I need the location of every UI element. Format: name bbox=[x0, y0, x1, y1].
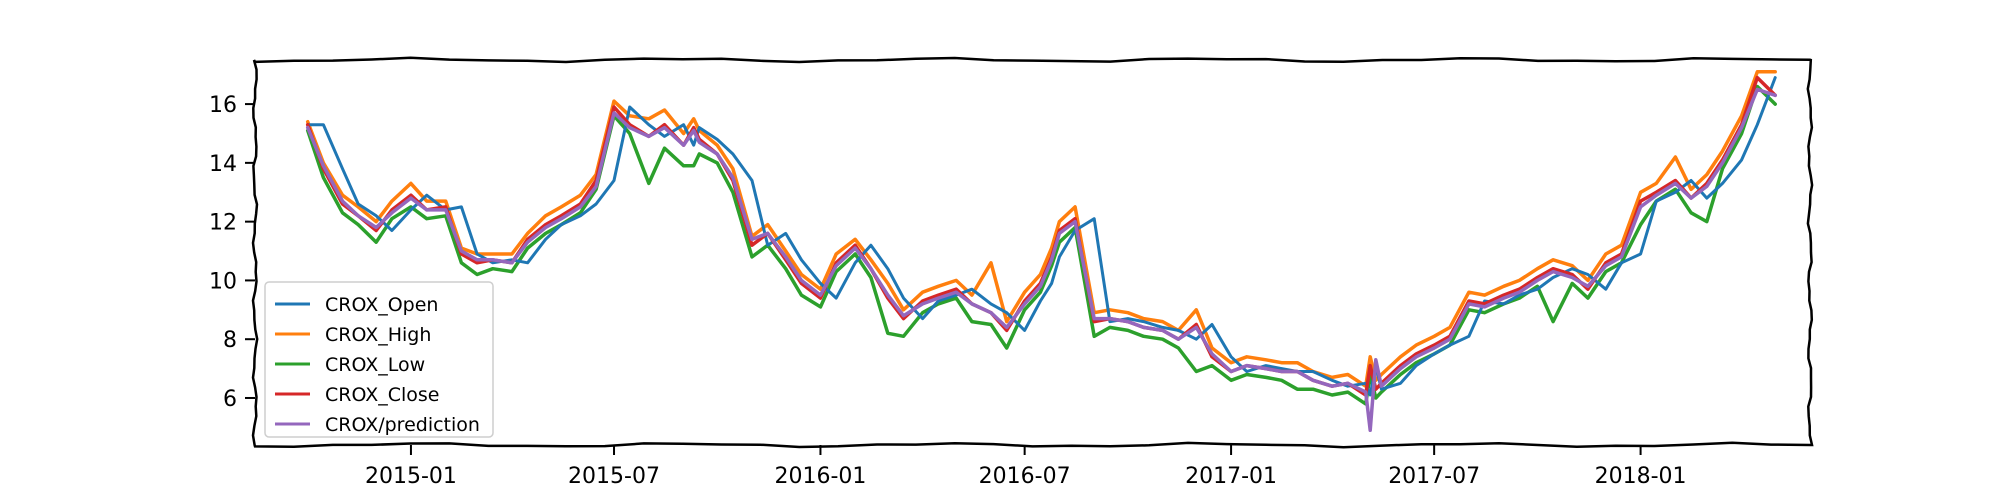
series-line-crox-high bbox=[305, 70, 1777, 388]
series-line-crox-low bbox=[305, 84, 1777, 406]
y-tick-label: 16 bbox=[209, 93, 237, 118]
legend-box bbox=[264, 281, 494, 438]
y-tick-label: 8 bbox=[223, 328, 237, 353]
series-line-crox-prediction bbox=[305, 87, 1777, 433]
x-tick-label: 2017-01 bbox=[1185, 464, 1277, 489]
legend-label: CROX/prediction bbox=[325, 414, 480, 436]
y-tick-label: 12 bbox=[209, 211, 237, 236]
y-tick-label: 14 bbox=[209, 152, 237, 177]
x-tick-label: 2016-07 bbox=[979, 464, 1071, 489]
legend-label: CROX_Low bbox=[325, 354, 425, 376]
y-axis: 6 8 10 12 14 16 bbox=[209, 93, 255, 412]
legend-label: CROX_High bbox=[325, 324, 431, 346]
series-line-crox-close bbox=[305, 75, 1777, 397]
x-tick-label: 2017-07 bbox=[1388, 464, 1480, 489]
x-tick-label: 2018-01 bbox=[1595, 464, 1687, 489]
legend: CROX_Open CROX_High CROX_Low CROX_Close CROX… bbox=[264, 281, 494, 438]
y-tick-label: 10 bbox=[209, 269, 237, 294]
series-layer bbox=[305, 70, 1777, 433]
x-axis: 2015-01 2015-07 2016-01 2016-07 2017-01 2017-… bbox=[365, 445, 1687, 489]
series-line-crox-open bbox=[306, 76, 1777, 397]
x-tick-label: 2016-01 bbox=[774, 464, 866, 489]
y-tick-label: 6 bbox=[223, 387, 237, 412]
legend-label: CROX_Close bbox=[325, 384, 439, 406]
legend-label: CROX_Open bbox=[325, 294, 438, 316]
x-tick-label: 2015-07 bbox=[568, 464, 660, 489]
x-tick-label: 2015-01 bbox=[365, 464, 457, 489]
plot-frame bbox=[251, 56, 1814, 449]
